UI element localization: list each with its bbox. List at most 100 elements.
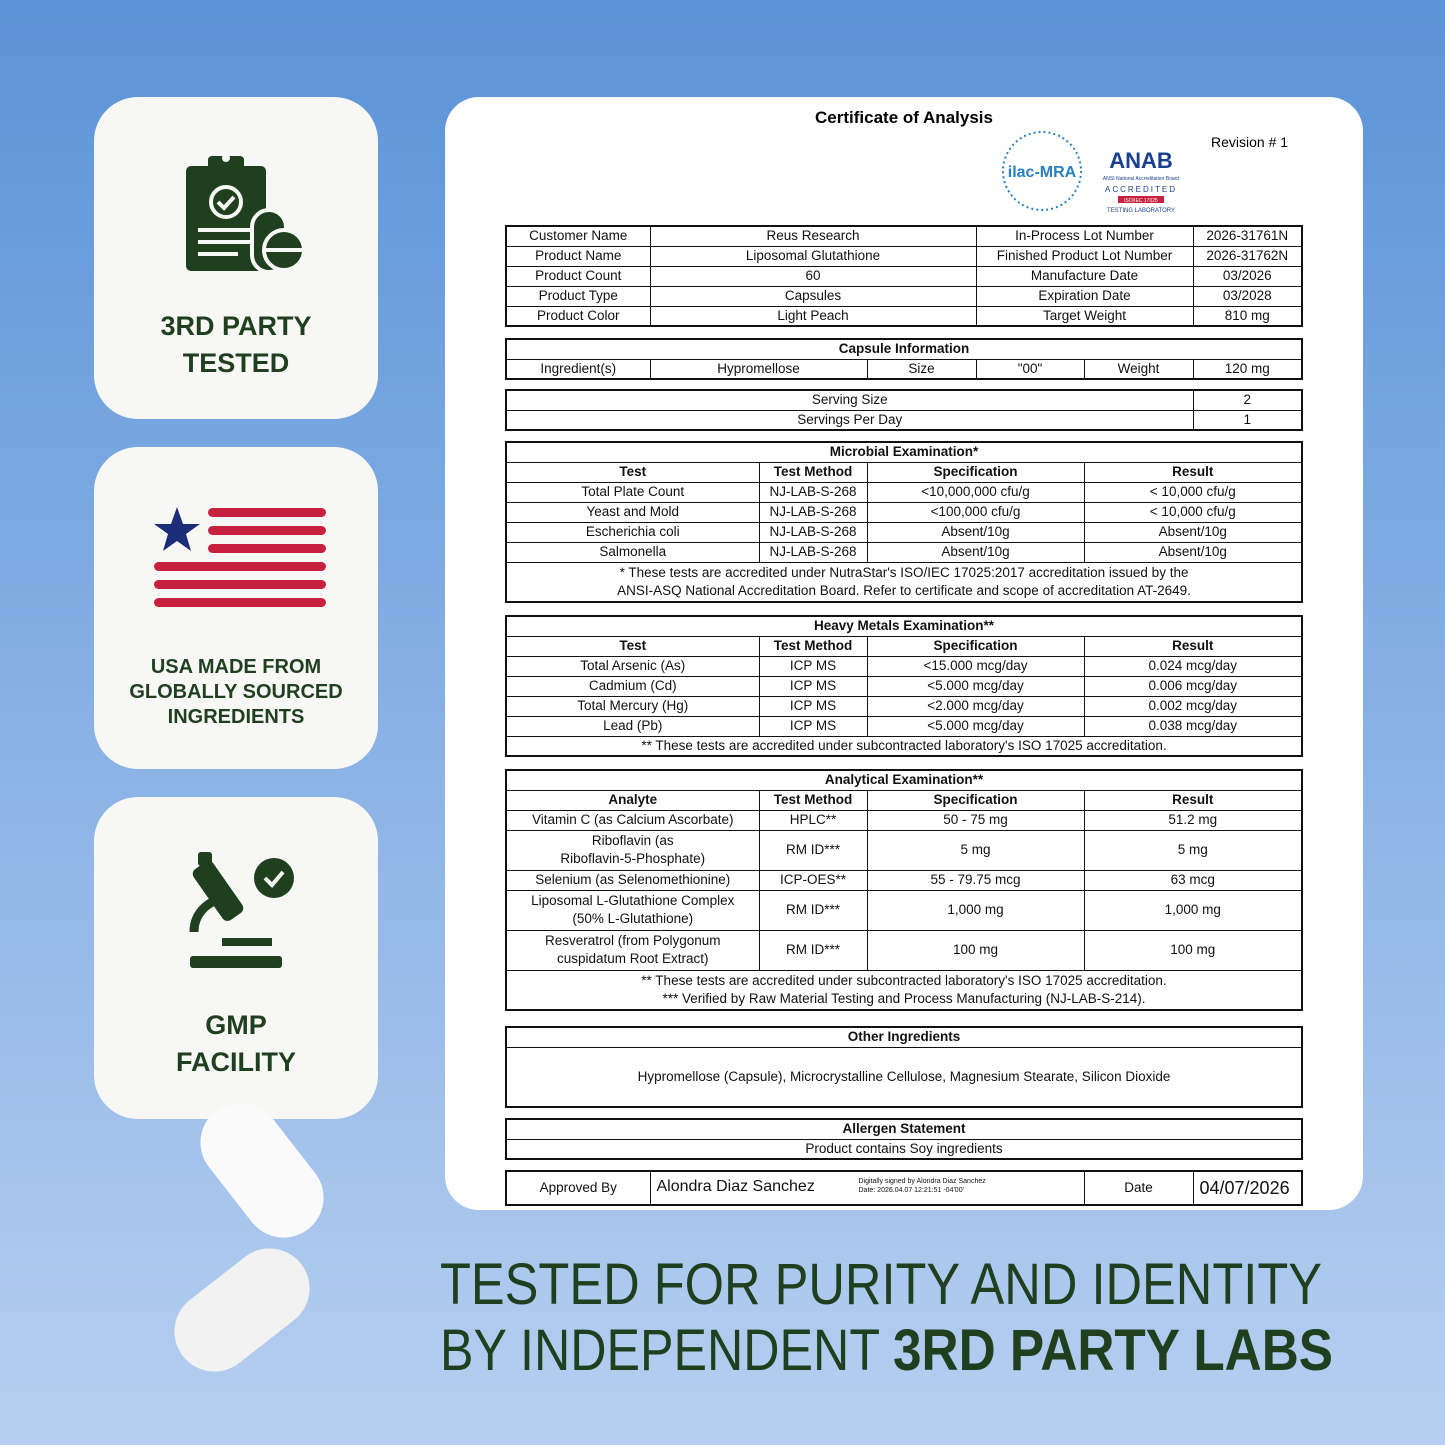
- result-cell: 5 mg: [1083, 829, 1303, 871]
- result-cell: Yeast and Mold: [505, 501, 760, 523]
- result-cell: Escherichia coli: [505, 521, 760, 543]
- result-cell: 55 - 79.75 mcg: [866, 869, 1085, 891]
- table-row: Yeast and Mold NJ-LAB-S-268 <100,000 cfu/g…: [505, 501, 1303, 523]
- table-row: Product Type Capsules Expiration Date 03/20…: [505, 285, 1303, 307]
- info-cell: 1: [1192, 409, 1303, 431]
- result-cell: Salmonella: [505, 541, 760, 563]
- badge-card: GMP FACILITY: [94, 797, 378, 1119]
- digital-signature: Digitally signed by Alondra Diaz Sanchez…: [859, 1177, 986, 1195]
- column-header: Analyte: [505, 789, 760, 811]
- result-cell: 5 mg: [866, 829, 1085, 871]
- table-row: * These tests are accredited under Nutra…: [505, 561, 1303, 603]
- table-row: Salmonella NJ-LAB-S-268 Absent/10g Absent/1…: [505, 541, 1303, 563]
- coa-table: Microbial Examination* Test Test Method Spe…: [505, 441, 1304, 603]
- result-cell: ICP MS: [758, 675, 868, 697]
- signature-line: Digitally signed by Alondra Diaz Sanchez: [858, 1178, 986, 1185]
- table-row: Ingredient(s) Hypromellose Size "00" Weight 1…: [505, 358, 1303, 380]
- info-cell: Product Color: [505, 305, 651, 327]
- info-cell: Finished Product Lot Number: [975, 245, 1194, 267]
- table-row: Vitamin C (as Calcium Ascorbate) HPLC** 50…: [505, 809, 1303, 831]
- result-cell: Riboflavin (as Riboflavin-5-Phosphate): [505, 829, 760, 871]
- info-cell: 120 mg: [1192, 358, 1303, 380]
- certificate-title: Certificate of Analysis: [815, 108, 993, 127]
- table-row: Hypromellose (Capsule), Microcrystalline…: [505, 1046, 1303, 1108]
- table-row: Heavy Metals Examination**: [505, 615, 1303, 637]
- result-cell: < 10,000 cfu/g: [1083, 481, 1303, 503]
- iso-label: ISO/IEC 17025: [1124, 198, 1158, 204]
- info-cell: "00": [975, 358, 1085, 380]
- table-row: Selenium (as Selenomethionine) ICP-OES** 5…: [505, 869, 1303, 891]
- badge-line: GMP: [205, 1010, 267, 1040]
- microscope-icon: [189, 852, 294, 968]
- coa-table: Capsule Information Ingredient(s) Hypromel…: [505, 338, 1304, 380]
- section-title: Other Ingredients: [505, 1026, 1303, 1048]
- coa-table: Analytical Examination** Analyte Test Meth…: [505, 769, 1303, 1011]
- info-cell: Product Count: [505, 265, 651, 287]
- result-cell: 1,000 mg: [1083, 889, 1303, 931]
- result-cell: 51.2 mg: [1083, 809, 1303, 831]
- info-cell: Liposomal Glutathione: [649, 245, 977, 267]
- result-cell: Lead (Pb): [505, 715, 760, 737]
- section-title: Analytical Examination**: [505, 769, 1303, 791]
- column-header: Result: [1083, 635, 1303, 657]
- badge-text: USA MADE FROM GLOBALLY SOURCED INGREDIENTS: [94, 655, 378, 730]
- note-line: ** These tests are accredited under subc…: [641, 737, 1167, 753]
- coa-table: Serving Size 2 Servings Per Day 1: [505, 389, 1303, 431]
- result-cell: NJ-LAB-S-268: [758, 541, 868, 563]
- ilac-logo-text: ilac-MRA: [1008, 164, 1077, 181]
- table-row: Microbial Examination*: [505, 441, 1303, 463]
- badge-line: INGREDIENTS: [167, 706, 305, 728]
- info-cell: 2: [1192, 389, 1303, 411]
- info-cell: Product Name: [505, 245, 651, 267]
- result-cell: NJ-LAB-S-268: [758, 501, 868, 523]
- info-cell: Servings Per Day: [505, 409, 1194, 431]
- allergen-text: Product contains Soy ingredients: [505, 1138, 1303, 1160]
- table-row: Serving Size 2: [505, 389, 1303, 411]
- footnote: ** These tests are accredited under subc…: [505, 735, 1303, 757]
- table-row: Product Count 60 Manufacture Date 03/2026: [505, 265, 1303, 287]
- result-cell: 63 mcg: [1083, 869, 1303, 891]
- badge-line: GLOBALLY SOURCED: [129, 681, 343, 703]
- info-cell: Ingredient(s): [505, 358, 651, 380]
- badge-card: 3RD PARTY TESTED: [94, 97, 378, 419]
- table-row: Total Arsenic (As) ICP MS <15.000 mcg/day 0…: [505, 655, 1303, 677]
- column-header: Test: [505, 461, 760, 483]
- footnote: ** These tests are accredited under subc…: [505, 969, 1303, 1011]
- coa-table: Allergen Statement Product contains Soy i…: [505, 1118, 1303, 1160]
- table-row: Allergen Statement: [505, 1118, 1303, 1140]
- result-cell: Absent/10g: [866, 541, 1085, 563]
- info-cell: 2026-31761N: [1192, 225, 1303, 247]
- flag-icon: [154, 507, 326, 607]
- column-header: Test Method: [758, 461, 868, 483]
- column-header: Specification: [866, 635, 1085, 657]
- section-title: Microbial Examination*: [505, 441, 1303, 463]
- result-cell: 0.038 mcg/day: [1083, 715, 1303, 737]
- date-label: Date: [1083, 1170, 1194, 1206]
- headline: TESTED FOR PURITY AND IDENTITY BY INDEPE…: [440, 1252, 1333, 1383]
- result-cell: Liposomal L-Glutathione Complex (50% L-G…: [505, 889, 760, 931]
- result-cell: RM ID***: [758, 829, 868, 871]
- result-cell: 0.002 mcg/day: [1083, 695, 1303, 717]
- table-row: Capsule Information: [505, 338, 1303, 360]
- accreditation-logos: ilac-MRA ANAB ANSI National Accreditatio…: [1002, 131, 1179, 214]
- table-row: Total Plate Count NJ-LAB-S-268 <10,000,000…: [505, 481, 1303, 503]
- info-cell: 03/2028: [1192, 285, 1303, 307]
- result-cell: Absent/10g: [866, 521, 1085, 543]
- result-cell: Absent/10g: [1083, 521, 1303, 543]
- approval-date: 04/07/2026: [1192, 1170, 1303, 1206]
- headline-line1: TESTED FOR PURITY AND IDENTITY: [440, 1252, 1322, 1317]
- result-cell: RM ID***: [758, 889, 868, 931]
- coa-table: Approved By Alondra Diaz Sanchez Digitally…: [505, 1170, 1303, 1206]
- info-cell: Weight: [1083, 358, 1194, 380]
- result-cell: RM ID***: [758, 929, 868, 971]
- result-cell: Total Arsenic (As): [505, 655, 760, 677]
- result-cell: <15.000 mcg/day: [866, 655, 1085, 677]
- info-cell: 810 mg: [1192, 305, 1303, 327]
- signature-cell: Alondra Diaz Sanchez Digitally signed by …: [649, 1170, 1085, 1206]
- badge-card: USA MADE FROM GLOBALLY SOURCED INGREDIENTS: [94, 447, 378, 769]
- result-cell: ICP-OES**: [758, 869, 868, 891]
- section-title: Capsule Information: [505, 338, 1303, 360]
- result-cell: 1,000 mg: [866, 889, 1085, 931]
- result-cell: Selenium (as Selenomethionine): [505, 869, 760, 891]
- result-cell: 100 mg: [866, 929, 1085, 971]
